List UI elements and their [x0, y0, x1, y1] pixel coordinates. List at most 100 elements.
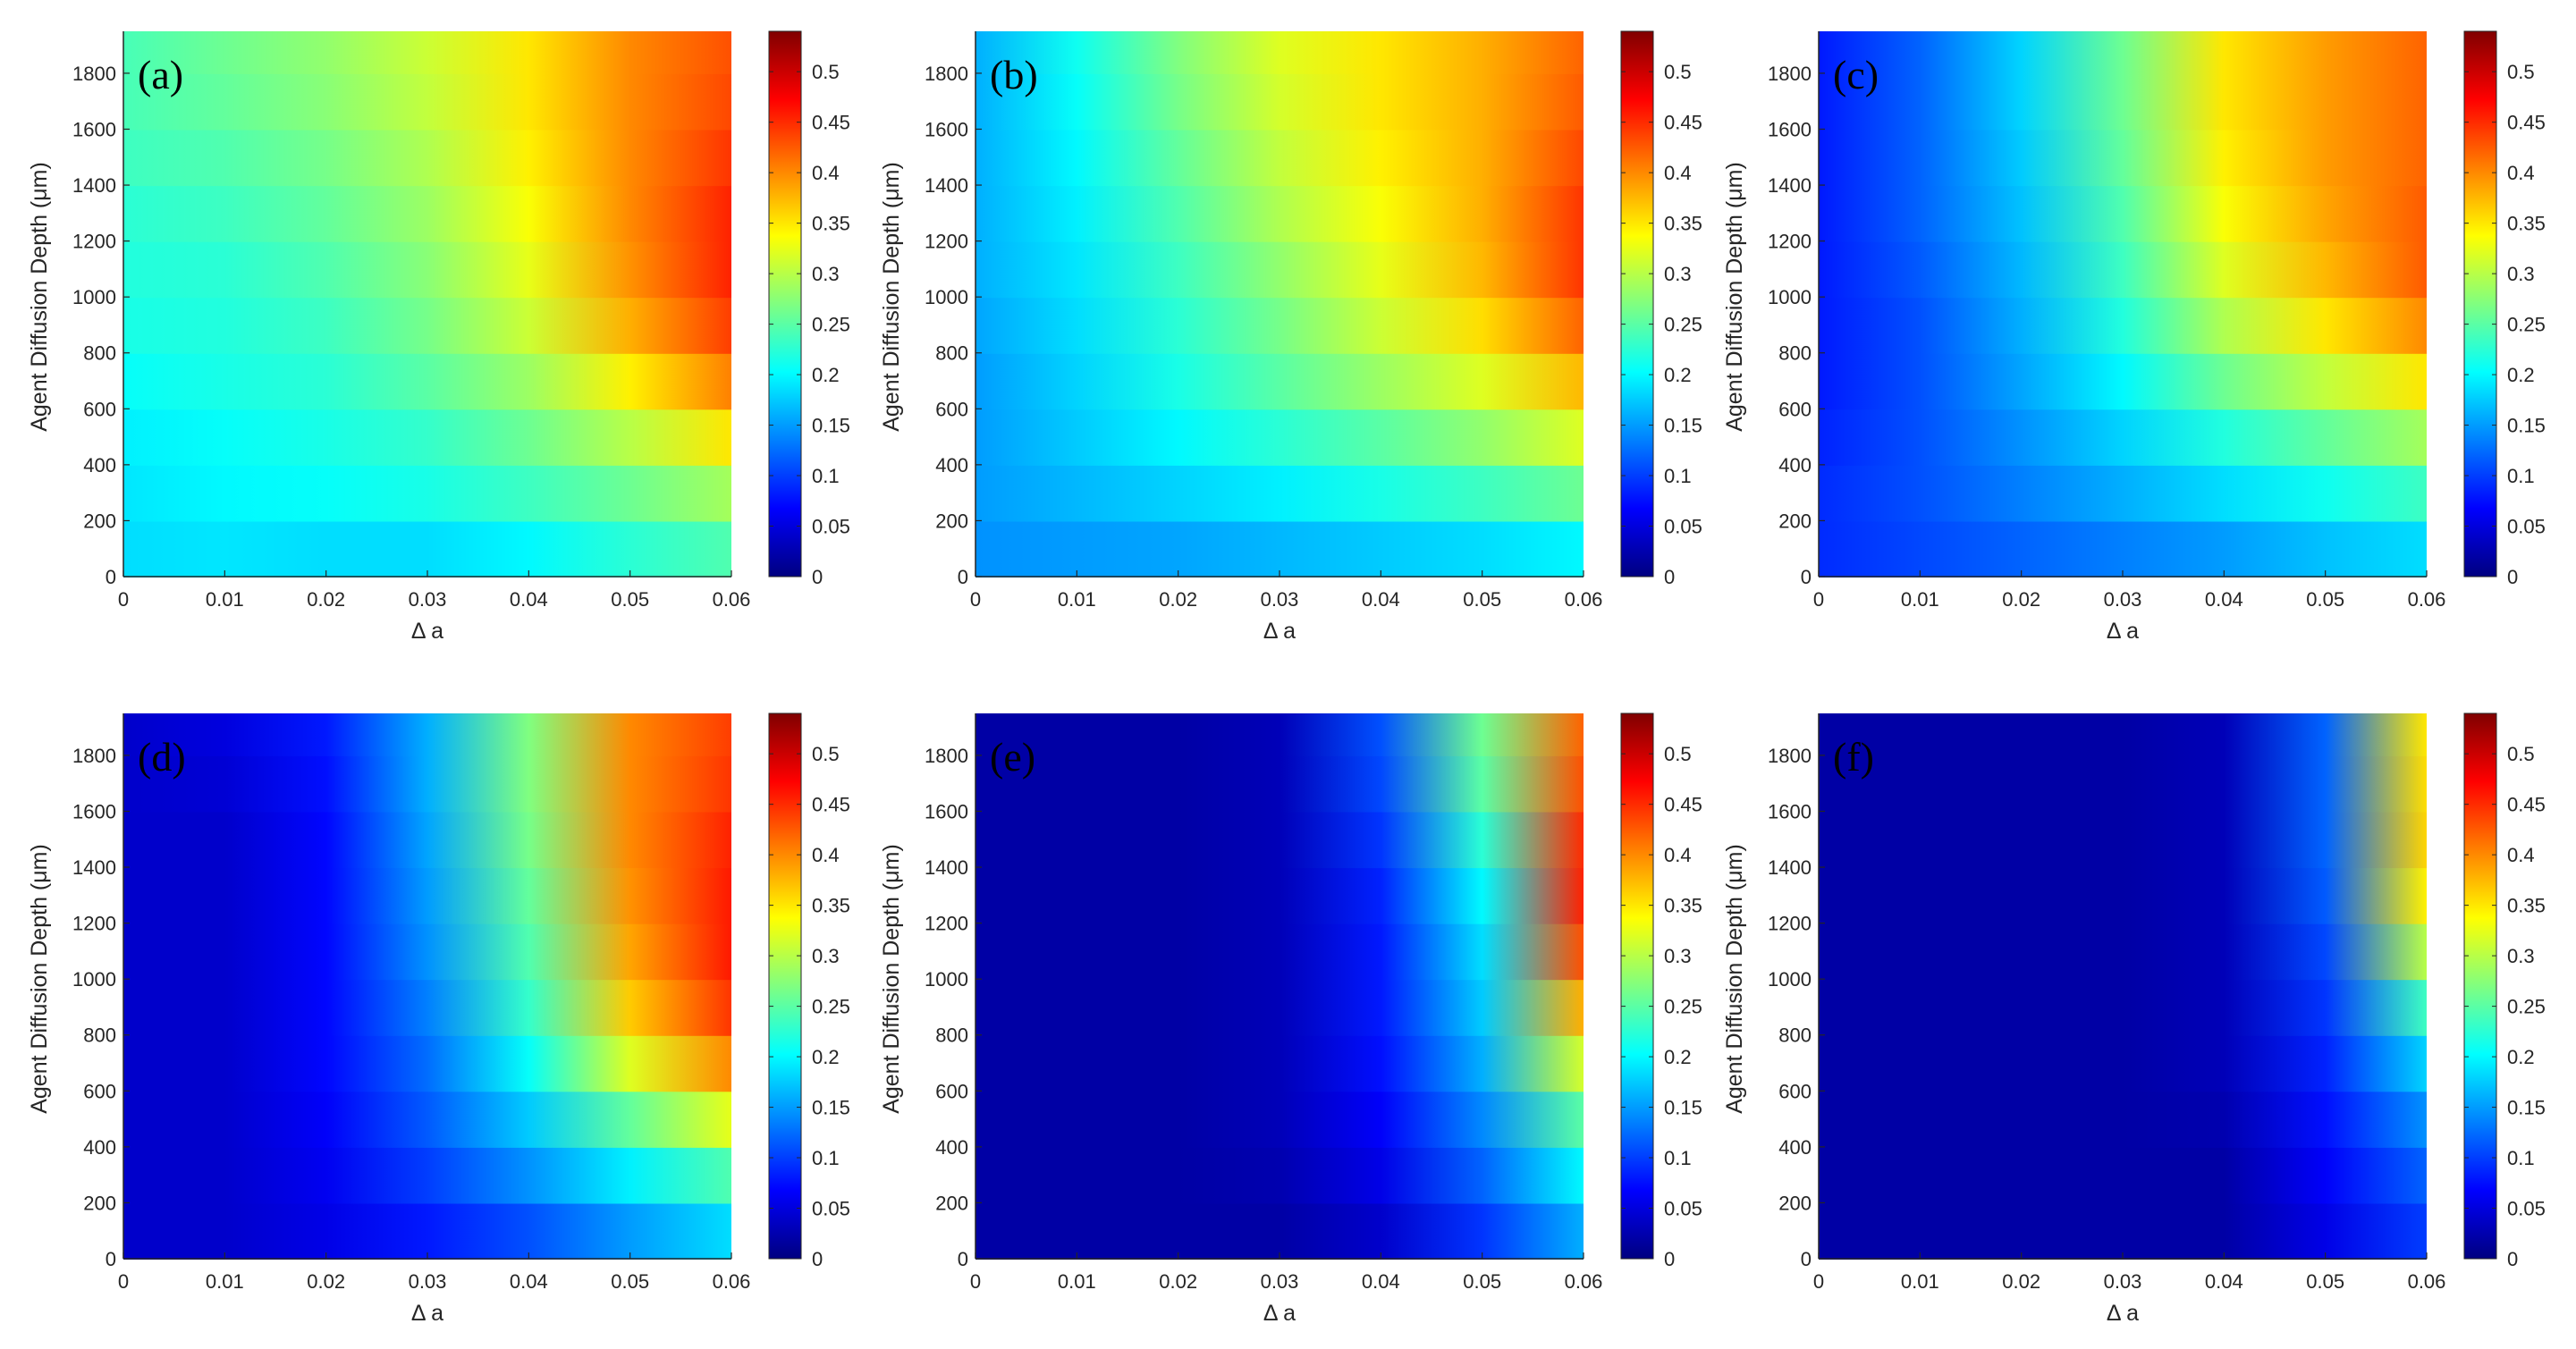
colorbar-tick-label: 0.25 — [1664, 996, 1702, 1018]
colorbar-tick-label: 0.15 — [1664, 415, 1702, 437]
colorbar-tick-label: 0.4 — [812, 162, 840, 184]
y-tick-label: 0 — [1801, 1248, 1812, 1270]
y-tick-label: 800 — [83, 342, 116, 365]
y-tick-label: 800 — [935, 1024, 968, 1047]
x-tick-label: 0.05 — [2306, 1270, 2344, 1293]
y-tick-label: 800 — [83, 1024, 116, 1047]
y-tick-label: 800 — [1778, 1024, 1812, 1047]
x-tick-label: 0.04 — [1362, 1270, 1400, 1293]
colorbar-tick-label: 0.2 — [812, 364, 840, 386]
x-tick-label: 0 — [970, 1270, 981, 1293]
y-tick-label: 1600 — [925, 800, 968, 822]
x-axis-label: Δ a — [1263, 619, 1296, 644]
heatmap-band — [1819, 129, 2427, 187]
colorbar-tick-label: 0.1 — [2507, 465, 2535, 487]
y-axis-label: Agent Diffusion Depth (μm) — [1722, 844, 1747, 1114]
x-tick-label: 0.02 — [1159, 588, 1197, 611]
y-tick-label: 400 — [935, 454, 968, 476]
colorbar-tick-label: 0.35 — [812, 213, 850, 235]
colorbar-gradient — [2463, 712, 2497, 1260]
heatmap-band — [123, 31, 731, 74]
heatmap-panel-4: 0 0.01 0.02 0.03 0.04 0.05 0.06 0 200 400 600 800 10… — [27, 712, 850, 1326]
heatmap-panel-5: 0 0.01 0.02 0.03 0.04 0.05 0.06 0 200 400 600 800 10… — [879, 712, 1702, 1326]
colorbar-tick-label: 0.1 — [1664, 465, 1692, 487]
y-tick-label: 1200 — [72, 231, 116, 253]
x-tick-label: 0.03 — [409, 588, 447, 611]
heatmap-band — [123, 185, 731, 242]
colorbar-tick-label: 0.45 — [2507, 794, 2546, 816]
panel-label: (a) — [138, 52, 183, 97]
x-tick-label: 0 — [118, 1270, 129, 1293]
x-tick-label: 0.06 — [2408, 588, 2446, 611]
heatmap-band — [1819, 72, 2427, 131]
colorbar-tick-label: 0.1 — [812, 465, 840, 487]
x-tick-label: 0.01 — [1058, 588, 1096, 611]
heatmap-band — [1819, 297, 2427, 354]
colorbar-tick-label: 0.05 — [1664, 516, 1702, 538]
y-tick-label: 600 — [1778, 398, 1812, 420]
heatmap-band — [976, 520, 1584, 578]
y-axis-label: Agent Diffusion Depth (μm) — [879, 844, 904, 1114]
colorbar-tick-label: 0.4 — [1664, 162, 1692, 184]
heatmap-band — [123, 979, 731, 1036]
heatmap-band — [976, 1091, 1584, 1148]
colorbar-tick-label: 0.2 — [1664, 1046, 1692, 1068]
y-tick-label: 1000 — [72, 286, 116, 308]
x-axis-label: Δ a — [1263, 1301, 1296, 1326]
x-tick-label: 0.06 — [2408, 1270, 2446, 1293]
heatmap-band — [976, 129, 1584, 187]
heatmap-panel-6: 0 0.01 0.02 0.03 0.04 0.05 0.06 0 200 400 600 800 10… — [1722, 712, 2546, 1326]
y-tick-label: 1800 — [1768, 745, 1812, 767]
colorbar-tick-label: 0.45 — [1664, 794, 1702, 816]
colorbar: 0 0.05 0.1 0.15 0.2 0.25 0.3 0.35 0.4 0.45 0.5 — [768, 712, 850, 1270]
y-tick-label: 1000 — [72, 968, 116, 991]
y-tick-label: 400 — [83, 1136, 116, 1159]
colorbar-gradient — [1620, 712, 1654, 1260]
heatmap-band — [976, 464, 1584, 522]
colorbar-tick-label: 0 — [1664, 566, 1675, 588]
x-tick-label: 0.03 — [1261, 588, 1299, 611]
x-tick-label: 0.03 — [2104, 1270, 2142, 1293]
panel-label: (e) — [990, 734, 1035, 780]
heatmap-panel-2: 0 0.01 0.02 0.03 0.04 0.05 0.06 0 200 400 600 800 10… — [879, 30, 1702, 644]
heatmap-band — [976, 72, 1584, 131]
x-tick-label: 0.06 — [1565, 1270, 1603, 1293]
x-tick-label: 0.02 — [2002, 1270, 2040, 1293]
x-tick-label: 0.04 — [510, 588, 548, 611]
y-tick-label: 1400 — [925, 174, 968, 197]
heatmap-band — [1819, 713, 2427, 756]
y-tick-label: 400 — [1778, 1136, 1812, 1159]
colorbar: 0 0.05 0.1 0.15 0.2 0.25 0.3 0.35 0.4 0.45 0.5 — [2463, 712, 2546, 1270]
colorbar-tick-label: 0.2 — [1664, 364, 1692, 386]
y-tick-label: 1200 — [1768, 913, 1812, 935]
colorbar-tick-label: 0.1 — [2507, 1147, 2535, 1169]
x-tick-label: 0.04 — [2205, 588, 2243, 611]
y-tick-label: 1400 — [72, 856, 116, 879]
x-tick-label: 0.02 — [1159, 1270, 1197, 1293]
colorbar-tick-label: 0.3 — [812, 263, 840, 285]
panel-label: (d) — [138, 734, 186, 780]
colorbar-gradient — [768, 712, 802, 1260]
y-tick-label: 1800 — [1768, 63, 1812, 85]
heatmap-band — [123, 1034, 731, 1092]
colorbar-tick-label: 0.15 — [812, 415, 850, 437]
x-tick-label: 0 — [1813, 588, 1824, 611]
y-tick-label: 800 — [1778, 342, 1812, 365]
colorbar-tick-label: 0.45 — [812, 794, 850, 816]
y-tick-label: 1000 — [925, 286, 968, 308]
colorbar-tick-label: 0.25 — [2507, 996, 2546, 1018]
y-axis-label: Agent Diffusion Depth (μm) — [27, 162, 52, 432]
y-tick-label: 200 — [1778, 1192, 1812, 1214]
colorbar-tick-label: 0.4 — [2507, 844, 2535, 866]
heatmap-band — [1819, 811, 2427, 869]
heatmap-band — [1819, 185, 2427, 242]
colorbar-tick-label: 0.15 — [1664, 1097, 1702, 1119]
colorbar-tick-label: 0.05 — [1664, 1198, 1702, 1220]
colorbar-tick-label: 0.4 — [2507, 162, 2535, 184]
colorbar-tick-label: 0.15 — [812, 1097, 850, 1119]
x-tick-label: 0.01 — [1901, 588, 1939, 611]
heatmap-band — [976, 923, 1584, 981]
heatmap-band — [123, 1146, 731, 1204]
y-tick-label: 200 — [935, 1192, 968, 1214]
y-tick-label: 400 — [83, 454, 116, 476]
